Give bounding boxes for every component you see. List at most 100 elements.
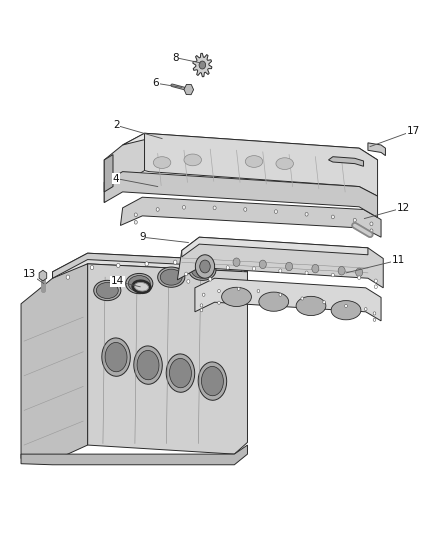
Polygon shape bbox=[53, 253, 247, 278]
Circle shape bbox=[353, 219, 357, 222]
Circle shape bbox=[259, 260, 266, 269]
Circle shape bbox=[286, 262, 293, 271]
Circle shape bbox=[200, 309, 203, 312]
Circle shape bbox=[331, 273, 335, 277]
Circle shape bbox=[252, 266, 255, 271]
Text: 11: 11 bbox=[392, 255, 405, 265]
Circle shape bbox=[187, 279, 190, 284]
Circle shape bbox=[204, 268, 208, 271]
Ellipse shape bbox=[201, 367, 223, 395]
Polygon shape bbox=[120, 197, 381, 237]
Circle shape bbox=[373, 312, 376, 315]
Circle shape bbox=[156, 207, 159, 211]
Text: 13: 13 bbox=[23, 269, 36, 279]
Polygon shape bbox=[104, 172, 378, 217]
Polygon shape bbox=[328, 157, 364, 166]
Polygon shape bbox=[21, 264, 88, 461]
Circle shape bbox=[66, 275, 70, 279]
Circle shape bbox=[202, 293, 205, 296]
Circle shape bbox=[345, 304, 347, 308]
Ellipse shape bbox=[128, 276, 150, 292]
Ellipse shape bbox=[160, 269, 182, 285]
Circle shape bbox=[134, 213, 137, 217]
Ellipse shape bbox=[222, 287, 251, 306]
Polygon shape bbox=[123, 133, 378, 160]
Circle shape bbox=[305, 212, 308, 216]
Ellipse shape bbox=[153, 157, 171, 168]
Text: 12: 12 bbox=[396, 203, 410, 213]
Circle shape bbox=[90, 265, 94, 270]
Circle shape bbox=[134, 221, 137, 224]
Circle shape bbox=[200, 304, 203, 307]
Circle shape bbox=[364, 308, 367, 311]
Polygon shape bbox=[104, 155, 113, 192]
Circle shape bbox=[241, 267, 245, 271]
Circle shape bbox=[244, 207, 247, 211]
Circle shape bbox=[305, 271, 308, 275]
Ellipse shape bbox=[191, 262, 213, 278]
Ellipse shape bbox=[198, 362, 227, 400]
Circle shape bbox=[274, 209, 278, 213]
Circle shape bbox=[117, 263, 120, 268]
Ellipse shape bbox=[276, 158, 293, 169]
Circle shape bbox=[145, 262, 148, 266]
Circle shape bbox=[213, 206, 216, 209]
Ellipse shape bbox=[126, 273, 153, 294]
Ellipse shape bbox=[189, 260, 216, 280]
Text: 17: 17 bbox=[407, 126, 420, 135]
Polygon shape bbox=[88, 264, 247, 454]
Ellipse shape bbox=[245, 156, 263, 167]
Circle shape bbox=[374, 279, 377, 282]
Polygon shape bbox=[21, 445, 247, 465]
Ellipse shape bbox=[331, 301, 361, 320]
Polygon shape bbox=[368, 143, 385, 156]
Circle shape bbox=[257, 289, 260, 293]
Ellipse shape bbox=[94, 280, 121, 301]
Text: 9: 9 bbox=[139, 232, 146, 242]
Ellipse shape bbox=[134, 282, 148, 291]
Ellipse shape bbox=[184, 154, 201, 166]
Circle shape bbox=[226, 264, 230, 269]
Polygon shape bbox=[182, 237, 368, 257]
Text: 2: 2 bbox=[113, 120, 120, 130]
Text: 8: 8 bbox=[172, 53, 179, 62]
Circle shape bbox=[173, 260, 177, 264]
Circle shape bbox=[301, 297, 304, 300]
Circle shape bbox=[370, 222, 373, 226]
Circle shape bbox=[338, 266, 345, 275]
Circle shape bbox=[195, 255, 215, 278]
Ellipse shape bbox=[158, 267, 185, 287]
Circle shape bbox=[226, 265, 230, 269]
Circle shape bbox=[237, 287, 240, 290]
Ellipse shape bbox=[259, 292, 289, 311]
Circle shape bbox=[200, 262, 203, 266]
Circle shape bbox=[356, 268, 363, 277]
Text: 14: 14 bbox=[111, 277, 124, 286]
Circle shape bbox=[312, 264, 319, 273]
Ellipse shape bbox=[134, 346, 162, 384]
Circle shape bbox=[279, 293, 282, 296]
Polygon shape bbox=[104, 133, 145, 203]
Circle shape bbox=[357, 276, 360, 279]
Ellipse shape bbox=[96, 282, 118, 298]
Circle shape bbox=[331, 215, 335, 219]
Text: 4: 4 bbox=[113, 174, 120, 183]
Circle shape bbox=[182, 205, 185, 209]
Text: 6: 6 bbox=[152, 78, 159, 88]
Circle shape bbox=[233, 258, 240, 266]
Polygon shape bbox=[177, 237, 383, 288]
Ellipse shape bbox=[296, 296, 326, 316]
Circle shape bbox=[373, 318, 376, 321]
Polygon shape bbox=[53, 253, 247, 282]
Polygon shape bbox=[145, 133, 378, 196]
Circle shape bbox=[279, 269, 282, 273]
Circle shape bbox=[374, 285, 377, 289]
Ellipse shape bbox=[105, 343, 127, 372]
Ellipse shape bbox=[170, 359, 191, 387]
Circle shape bbox=[218, 301, 220, 304]
Ellipse shape bbox=[137, 351, 159, 379]
Polygon shape bbox=[193, 53, 212, 77]
Circle shape bbox=[199, 61, 206, 69]
Circle shape bbox=[370, 229, 373, 233]
Circle shape bbox=[208, 277, 212, 281]
